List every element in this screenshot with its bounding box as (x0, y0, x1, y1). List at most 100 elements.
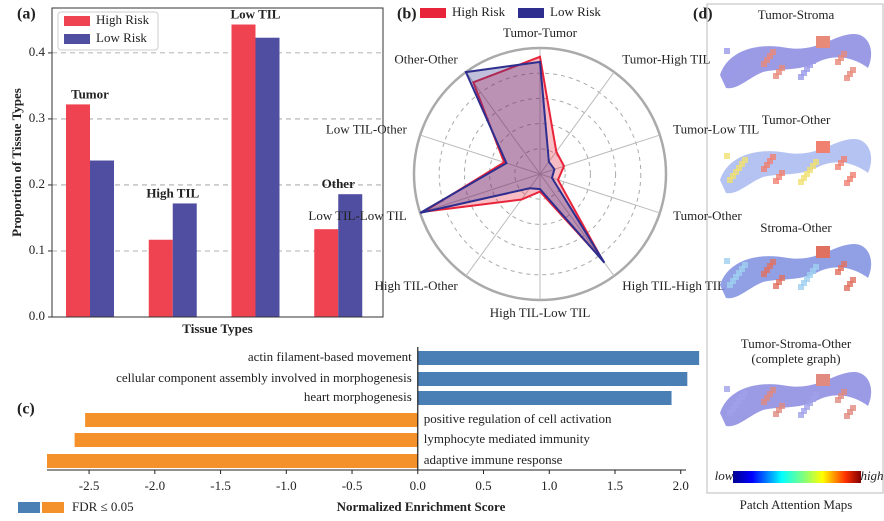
bar (232, 25, 256, 317)
patch (724, 153, 730, 159)
map-caption: Patch Attention Maps (740, 497, 853, 512)
bar (66, 104, 90, 317)
y-axis-label: Proportion of Tissue Types (9, 88, 24, 237)
attention-map (720, 139, 871, 193)
legend-label: FDR ≤ 0.05 (72, 499, 134, 514)
patch (779, 275, 785, 281)
bar (85, 413, 418, 427)
patch (724, 48, 730, 54)
x-axis-label: Normalized Enrichment Score (337, 499, 506, 514)
category-label: adaptive immune response (424, 452, 563, 467)
x-tick-label: 1.0 (541, 478, 557, 493)
category-label: actin filament-based movement (248, 349, 412, 364)
patch (742, 52, 748, 58)
y-tick-label: 0.2 (29, 176, 45, 191)
legend-label: High Risk (452, 4, 506, 19)
patch (841, 261, 847, 267)
legend-swatch (42, 502, 64, 513)
x-tick-label: 1.5 (607, 478, 623, 493)
figure: (a) (b) (c) (d) 0.00.10.20.30.4TumorHigh… (0, 0, 884, 521)
y-tick-label: 0.3 (29, 110, 45, 125)
category-label: lymphocyte mediated immunity (424, 431, 591, 446)
x-tick-label: -0.5 (342, 478, 363, 493)
panel-label: (d) (693, 6, 713, 23)
colorbar (733, 471, 861, 483)
patch (770, 259, 776, 265)
hotspot (816, 36, 830, 48)
panel-label: (a) (17, 6, 36, 23)
x-tick-label: -1.5 (210, 478, 231, 493)
category-label: Low TIL (231, 6, 281, 21)
bar (418, 351, 699, 365)
x-tick-label: 2.0 (673, 478, 689, 493)
x-axis-label: Tissue Types (182, 321, 252, 336)
radar-axis-label: Tumor-Tumor (503, 25, 578, 40)
colorbar-low: low (715, 468, 734, 483)
panel-label: (c) (17, 401, 35, 418)
category-label: cellular component assembly involved in … (116, 370, 412, 385)
panel-label: (b) (397, 6, 417, 23)
x-tick-label: -1.0 (276, 478, 297, 493)
patch (813, 159, 819, 165)
attention-map (720, 244, 871, 298)
patch (850, 67, 856, 73)
bar (256, 38, 280, 317)
bar (173, 203, 197, 317)
category-label: High TIL (146, 185, 199, 200)
radar-axis-label: Low TIL-Low TIL (308, 208, 406, 223)
bar (149, 240, 173, 317)
hotspot (816, 374, 830, 386)
patch (850, 405, 856, 411)
patch (850, 277, 856, 283)
patch (779, 65, 785, 71)
patch (779, 403, 785, 409)
patch (742, 390, 748, 396)
patch (770, 387, 776, 393)
map-title: Stroma-Other (760, 220, 832, 235)
x-tick-label: 0.0 (410, 478, 426, 493)
bar (75, 433, 418, 447)
patch (850, 172, 856, 178)
patch (770, 154, 776, 160)
legend-swatch (64, 16, 90, 26)
attention-map (720, 34, 871, 88)
hotspot (816, 246, 830, 258)
radar-axis-label: High TIL-Low TIL (490, 305, 591, 320)
patch (841, 389, 847, 395)
category-label: Other (322, 176, 355, 191)
x-tick-label: -2.5 (79, 478, 100, 493)
patch (742, 262, 748, 268)
bar (314, 229, 338, 317)
y-tick-label: 0.0 (29, 308, 45, 323)
category-label: Tumor (71, 86, 109, 101)
x-tick-label: 0.5 (475, 478, 491, 493)
map-title: Tumor-Other (762, 112, 831, 127)
hotspot (816, 141, 830, 153)
radar-axis-label: Tumor-Other (673, 208, 742, 223)
patch (724, 386, 730, 392)
patch (841, 51, 847, 57)
legend-label: Low Risk (550, 4, 601, 19)
patch (742, 157, 748, 163)
radar-axis-label: High TIL-Other (375, 278, 459, 293)
radar-axis-label: High TIL-High TIL (622, 278, 725, 293)
map-title: Tumor-Stroma-Other (741, 336, 852, 351)
radar-axis-label: Other-Other (394, 52, 458, 67)
radar-axis-label: Low TIL-Other (326, 122, 408, 137)
patch (841, 156, 847, 162)
map-title: (complete graph) (751, 351, 840, 366)
bar (418, 391, 672, 405)
patch (724, 258, 730, 264)
legend-swatch (64, 34, 90, 44)
attention-map (720, 372, 871, 426)
legend-label: High Risk (96, 12, 150, 27)
legend-swatch (518, 8, 544, 18)
category-label: heart morphogenesis (304, 389, 412, 404)
patch (770, 49, 776, 55)
patch (813, 264, 819, 270)
legend-swatch (420, 8, 446, 18)
x-tick-label: -2.0 (145, 478, 166, 493)
map-title: Tumor-Stroma (758, 7, 835, 22)
colorbar-high: high (860, 468, 883, 483)
patch (813, 54, 819, 60)
